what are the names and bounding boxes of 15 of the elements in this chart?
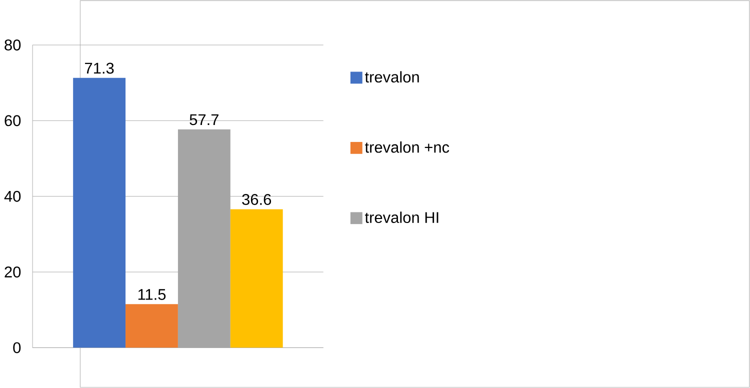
- data-label: 11.5: [138, 289, 166, 300]
- legend-label: trevalon HI: [364, 212, 438, 224]
- legend-label: trevalon +nc: [364, 141, 450, 153]
- bar: [126, 304, 178, 348]
- y-tick-label: 60: [4, 115, 21, 126]
- bar: [230, 209, 283, 348]
- legend-label: trevalon: [364, 71, 419, 83]
- bar: [73, 78, 126, 348]
- y-tick-label: 20: [4, 266, 21, 278]
- data-label: 36.6: [242, 194, 272, 206]
- y-tick-label: 0: [13, 342, 21, 354]
- y-tick-label: 80: [4, 40, 21, 51]
- y-tick-label: 40: [4, 190, 21, 202]
- data-label: 57.7: [190, 114, 218, 126]
- data-label: 71.3: [85, 62, 114, 74]
